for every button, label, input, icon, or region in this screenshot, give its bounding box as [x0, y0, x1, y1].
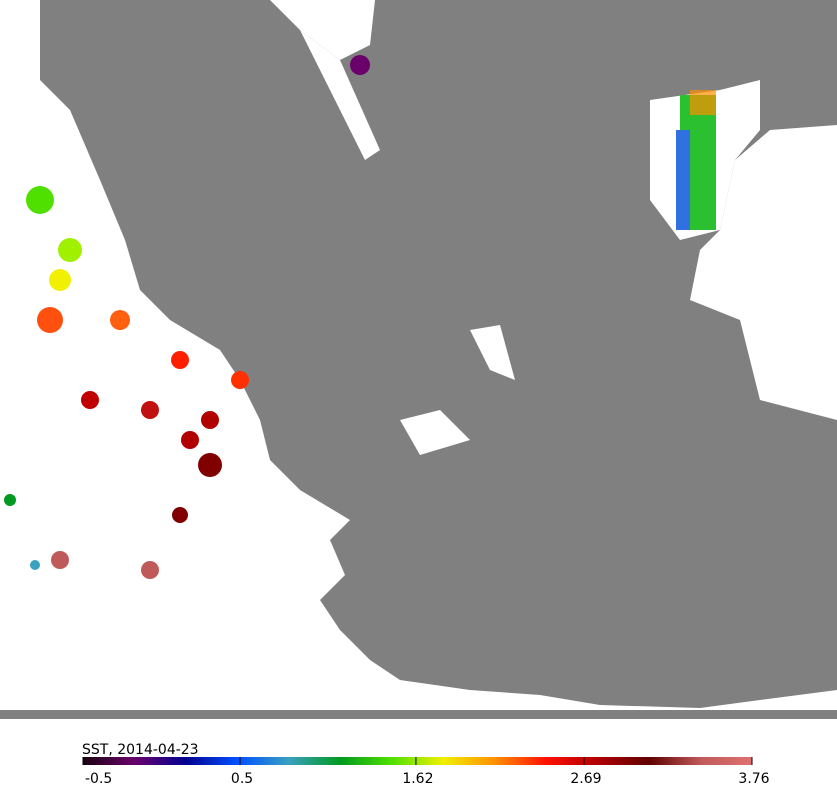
colorbar: SST, 2014-04-23 -0.5 0.5 1.62 2.69 3.76	[82, 742, 770, 787]
colorbar-label: SST, 2014-04-23	[82, 742, 199, 758]
land	[40, 0, 837, 708]
sst-patches	[4, 55, 716, 579]
tick-label: 1.62	[402, 771, 433, 787]
tick-label: 2.69	[570, 771, 601, 787]
tick-label: 3.76	[738, 771, 769, 787]
map	[0, 0, 837, 719]
tick-label: 0.5	[231, 771, 253, 787]
colorbar-scale	[83, 757, 752, 765]
tick-label: -0.5	[85, 771, 112, 787]
